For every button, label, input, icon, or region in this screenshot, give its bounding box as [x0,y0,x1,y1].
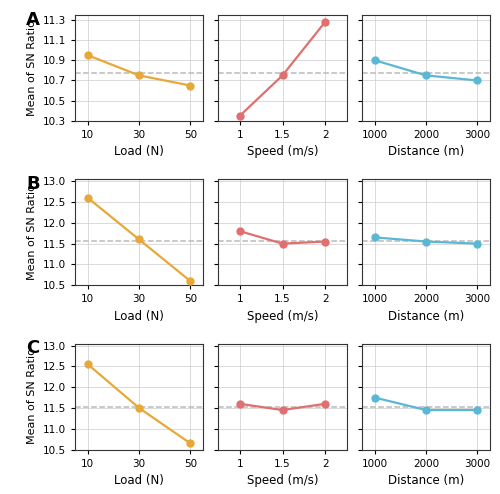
X-axis label: Load (N): Load (N) [114,474,164,487]
X-axis label: Load (N): Load (N) [114,145,164,159]
Text: A: A [26,10,40,29]
X-axis label: Distance (m): Distance (m) [388,145,464,159]
X-axis label: Load (N): Load (N) [114,310,164,323]
X-axis label: Distance (m): Distance (m) [388,474,464,487]
Text: C: C [26,339,40,357]
Y-axis label: Mean of SN Ratio: Mean of SN Ratio [27,184,37,280]
Text: B: B [26,175,40,193]
X-axis label: Speed (m/s): Speed (m/s) [247,145,318,159]
X-axis label: Speed (m/s): Speed (m/s) [247,474,318,487]
X-axis label: Speed (m/s): Speed (m/s) [247,310,318,323]
Y-axis label: Mean of SN Ratio: Mean of SN Ratio [27,349,37,445]
X-axis label: Distance (m): Distance (m) [388,310,464,323]
Y-axis label: Mean of SN Ratio: Mean of SN Ratio [27,20,37,116]
